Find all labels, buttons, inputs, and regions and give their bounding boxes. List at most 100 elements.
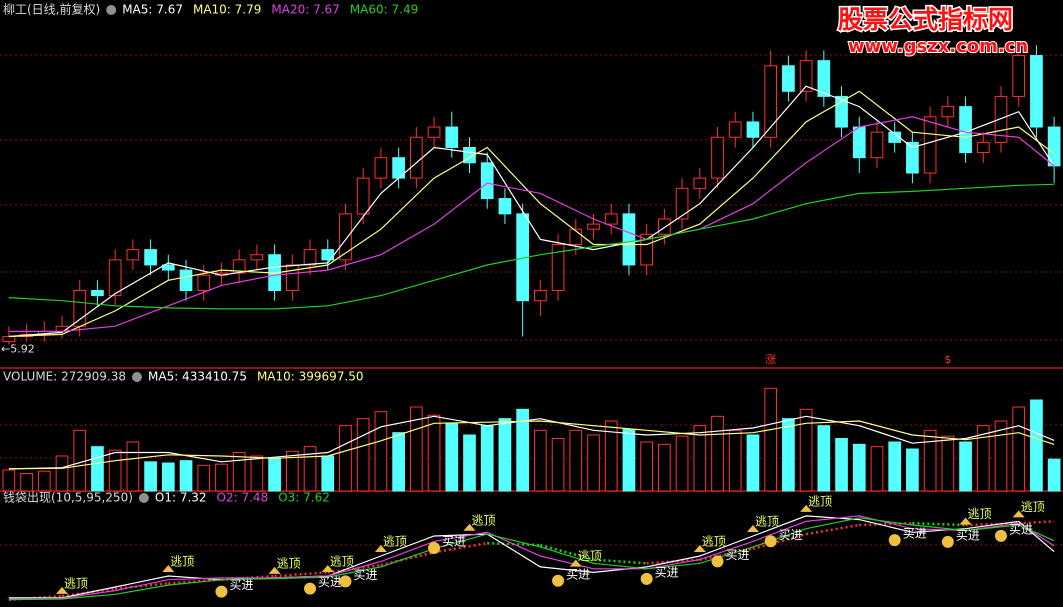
trail-segment [274,571,328,578]
top-label: 逃顶 [64,576,88,590]
candle-body [799,60,813,92]
buy-icon [711,555,724,568]
volume-bar [356,418,370,492]
candle-body [73,289,87,327]
legend-label: MA20: 7.67 [271,3,339,17]
volume-bar [870,446,884,492]
volume-bar [179,460,193,492]
candle-body [285,264,299,291]
volume-bar [268,457,281,492]
volume-bar [728,429,742,492]
buy-label: 买进 [442,534,466,548]
candle-body [339,213,352,261]
volume-bar [374,411,388,492]
low-marker: ←5.92 [1,343,35,356]
candle-body [888,131,902,143]
candle-body [409,136,423,179]
candle-body [906,141,919,174]
legend-label: O3: 7.62 [278,491,330,505]
volume-bar [658,443,671,492]
volume-bar [20,473,33,492]
candle-body [179,269,193,291]
volume-bar [409,406,423,492]
candle-body [126,249,140,261]
volume-bar [711,415,724,492]
volume-bar [480,425,494,492]
trail-segment [912,521,966,527]
volume-bar [108,449,122,492]
legend-label: MA10: 7.79 [193,3,261,17]
trail-segment [168,578,222,585]
legend-label: MA5: 433410.75 [148,370,247,384]
candle-body [640,233,654,266]
buy-label: 买进 [229,578,253,592]
candle-body [569,228,583,246]
volume-bar [427,414,441,492]
volume-bar [640,441,654,492]
volume-bar [197,464,211,492]
top-label: 逃顶 [383,535,407,549]
candle-body [1012,55,1026,97]
volume-bar [73,429,87,492]
indicator-line [8,517,1055,601]
ma-line [8,116,1055,332]
volume-bar [285,450,299,492]
candle-body [534,289,547,302]
candle-body [232,259,246,274]
volume-bar [604,420,618,492]
top-icon [746,524,759,532]
candle-body [959,106,972,154]
candle-body [463,146,476,164]
top-label: 逃顶 [755,514,779,528]
volume-ma-line [8,420,1055,470]
volume-bar [994,420,1008,492]
panel-title: 钱袋出现(10,5,95,250) [3,490,133,505]
ma-line [8,90,1055,338]
candle-body [711,136,724,179]
trail-segment [965,521,1019,527]
top-label: 逃顶 [330,555,354,569]
volume-bar [534,429,547,492]
candle-body [108,259,122,297]
candle-body [604,213,618,225]
top-label: 逃顶 [170,555,194,569]
volume-bar [551,438,565,492]
candle-body [675,187,689,220]
volume-bar [888,441,902,492]
candle-body [2,335,16,343]
top-icon [374,545,387,552]
volume-bar [445,422,459,492]
candle-body [817,60,831,97]
candle-body [197,274,211,291]
trail-segment [433,542,488,554]
volume-bar [161,462,175,492]
buy-label: 买进 [318,575,342,589]
candle-body [870,131,884,159]
flag-label: 涨 [765,353,776,366]
buy-icon [215,585,228,598]
buy-label: 买进 [956,528,980,542]
volume-bar [782,418,795,492]
panel-icon [138,493,149,503]
panel-icon [132,372,142,382]
trail-segment [752,532,807,550]
trail-segment [859,521,913,527]
top-label: 逃顶 [808,494,832,508]
candle-body [303,249,317,266]
candle-body [976,141,990,154]
buy-icon [994,529,1007,542]
volume-bar [37,470,51,492]
volume-bar [321,455,335,492]
candle-body [852,126,866,159]
trail-segment [699,547,754,561]
volume-bar [746,434,760,492]
watermark-title: 股票公式指标网 [838,5,1013,34]
candle-body [498,198,512,215]
candle-body [923,116,937,174]
volume-bar [232,452,246,492]
legend-label: MA5: 7.67 [122,3,183,17]
buy-icon [339,575,352,588]
volume-bar [852,443,866,492]
buy-label: 买进 [903,527,927,541]
